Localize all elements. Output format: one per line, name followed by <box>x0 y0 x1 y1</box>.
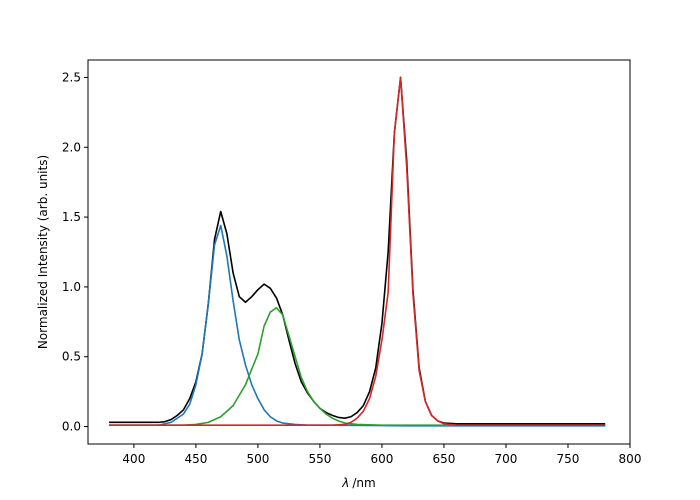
y-tick-label: 2.5 <box>62 70 81 84</box>
series-line-3 <box>109 307 606 426</box>
x-axis-label: λ/nm <box>341 476 375 490</box>
x-tick-label: 600 <box>370 452 393 466</box>
x-tick-label: 400 <box>122 452 145 466</box>
x-axis-label-symbol: λ <box>341 476 349 490</box>
x-tick-label: 450 <box>184 452 207 466</box>
y-tick-label: 0.5 <box>62 350 81 364</box>
series-layer <box>109 76 606 427</box>
x-tick-label: 800 <box>619 452 642 466</box>
y-tick-label: 1.5 <box>62 210 81 224</box>
y-tick-label: 0.0 <box>62 420 81 434</box>
x-tick-label: 500 <box>246 452 269 466</box>
plot-background <box>88 60 630 444</box>
x-tick-label: 750 <box>557 452 580 466</box>
plot-frame <box>87 59 631 445</box>
y-axis-label: Normalized Intensity (arb. units) <box>36 155 50 349</box>
y-tick-label: 2.0 <box>62 140 81 154</box>
x-tick-label: 650 <box>433 452 456 466</box>
y-axis-ticks: 0.0 0.5 1.0 1.5 2.0 2.5 <box>62 70 88 434</box>
y-tick-label: 1.0 <box>62 280 81 294</box>
x-axis-ticks: 400 450 500 550 600 650 700 750 800 <box>122 444 641 466</box>
x-tick-label: 700 <box>495 452 518 466</box>
x-tick-label: 550 <box>308 452 331 466</box>
x-axis-label-unit: /nm <box>352 476 375 490</box>
series-line-4 <box>109 76 606 426</box>
plot-area <box>87 59 631 445</box>
